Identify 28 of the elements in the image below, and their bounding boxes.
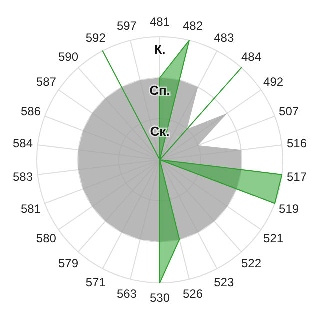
- y-tick-label: К.: [154, 42, 166, 58]
- y-tick-label: Сп.: [150, 83, 170, 98]
- spoke-label: 530: [150, 291, 170, 306]
- spoke-label: 516: [286, 136, 308, 151]
- spoke-label: 563: [116, 287, 138, 302]
- spoke-label: 523: [214, 275, 234, 290]
- spoke-label: 526: [183, 287, 204, 302]
- spoke-label: 507: [279, 104, 300, 118]
- spoke-label: 580: [36, 232, 57, 246]
- spoke-label: 579: [58, 256, 79, 270]
- spoke-label: 481: [150, 15, 170, 30]
- spoke-label: 519: [279, 202, 300, 216]
- spoke-label: 590: [58, 50, 79, 64]
- spoke-label: 492: [264, 74, 284, 89]
- spoke-label: 581: [20, 202, 42, 216]
- spoke-label: 483: [214, 31, 234, 46]
- spoke-label: 587: [36, 74, 57, 89]
- spoke-label: 522: [241, 256, 262, 270]
- spoke-label: 583: [12, 170, 34, 184]
- spoke-label: 482: [183, 19, 204, 34]
- spoke-label: 517: [286, 170, 308, 184]
- spoke-label: 597: [116, 19, 138, 34]
- spoke-label: 584: [12, 136, 34, 151]
- spoke-label: 592: [86, 31, 106, 46]
- spoke-label: 586: [20, 104, 42, 118]
- spoke-label: 484: [241, 50, 262, 64]
- spoke-label: 521: [264, 232, 284, 246]
- spoke-label: 571: [86, 275, 106, 290]
